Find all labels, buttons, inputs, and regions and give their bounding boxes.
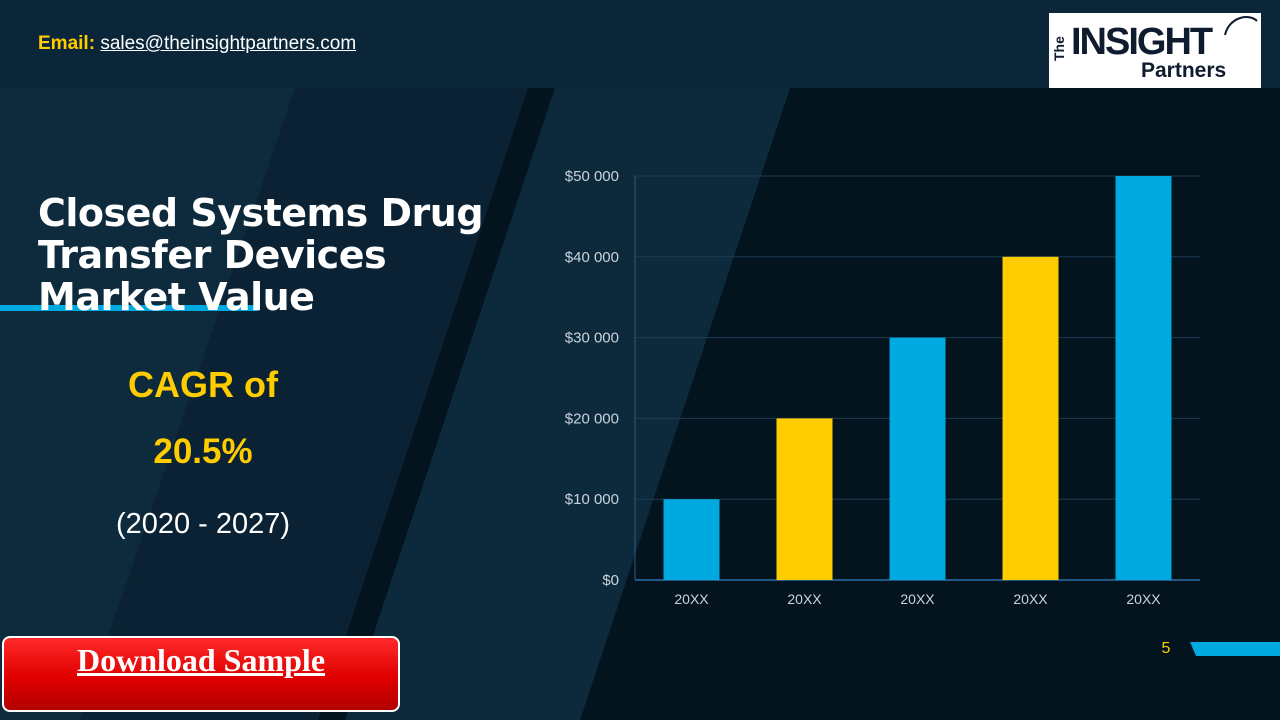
logo-swoosh-icon: [1224, 16, 1258, 36]
forecast-period: (2020 - 2027): [115, 508, 291, 540]
insight-partners-logo: The INSIGHT Partners: [1049, 13, 1261, 88]
logo-text-insight: INSIGHT: [1071, 21, 1213, 63]
download-sample-label: Download Sample: [76, 642, 326, 678]
logo-text-partners: Partners: [1141, 59, 1227, 82]
bar: [776, 418, 833, 580]
title-line-3: Market Value: [38, 275, 315, 319]
bar: [889, 337, 946, 580]
bar: [1115, 176, 1172, 580]
title-line-1: Closed Systems Drug: [38, 191, 484, 235]
x-tick-label: 20XX: [674, 591, 709, 607]
x-tick-label: 20XX: [787, 591, 822, 607]
y-tick-label: $50 000: [565, 168, 619, 185]
y-tick-label: $20 000: [565, 410, 619, 427]
y-tick-label: $0: [602, 572, 619, 589]
y-tick-label: $10 000: [565, 491, 619, 508]
x-tick-label: 20XX: [1013, 591, 1048, 607]
logo-text-the: The: [1051, 36, 1067, 61]
cagr-value: 20.5%: [153, 432, 253, 471]
email-label: Email:: [38, 33, 96, 54]
x-tick-label: 20XX: [1126, 591, 1161, 607]
y-tick-label: $40 000: [565, 249, 619, 266]
download-sample-button[interactable]: Download Sample: [2, 636, 400, 712]
cagr-label: CAGR of: [128, 364, 278, 405]
x-tick-label: 20XX: [900, 591, 935, 607]
page-title: Closed Systems Drug Transfer Devices Mar…: [38, 192, 518, 318]
y-tick-label: $30 000: [565, 330, 619, 347]
page-number: 5: [1161, 640, 1171, 657]
email-contact: Email: sales@theinsightpartners.com: [38, 33, 356, 55]
market-value-bar-chart: $0 $10 000 $20 000 $30 000 $40 000 $50 000 20X…: [565, 168, 1200, 607]
bar: [663, 499, 720, 580]
bar: [1002, 256, 1059, 580]
title-line-2: Transfer Devices: [38, 233, 387, 277]
email-link[interactable]: sales@theinsightpartners.com: [100, 33, 357, 54]
